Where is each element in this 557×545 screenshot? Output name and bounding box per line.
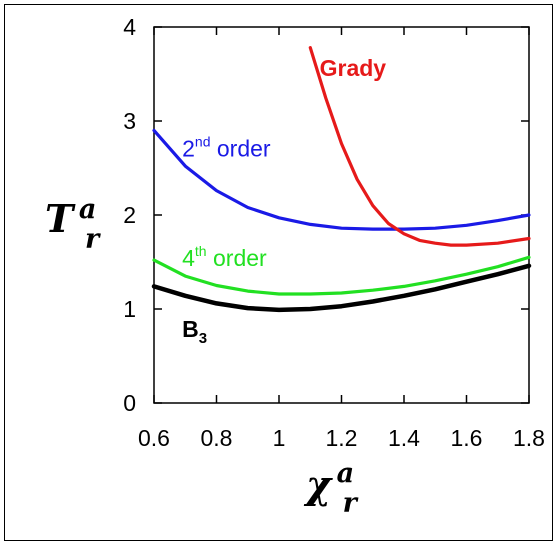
x-tick-label: 0.6 [138,425,170,451]
x-tick-label: 1.8 [513,425,545,451]
y-axis-label-sub: r [85,224,101,255]
annotation-b3: B3 [182,316,207,347]
x-tick-label: 1 [273,425,286,451]
y-tick-label: 0 [123,390,136,416]
plot-border [153,26,530,404]
series-line-second [152,128,531,231]
x-axis-label-base: χ [303,462,333,507]
x-tick-label: 1.4 [388,425,420,451]
axes: 0 1 2 3 4 0.6 0.8 1 1.2 1.4 1.6 1.8 [123,14,545,451]
x-tick-label: 1.6 [451,425,483,451]
annotation-second-rest: order [211,136,271,162]
y-tick-label: 4 [123,14,136,40]
figure-frame [4,4,553,541]
annotation-b3-sub: 3 [199,330,207,347]
annotation-second-base: 2 [182,136,195,162]
series-layer [151,46,532,313]
x-axis-label-sub: r [343,488,359,519]
annotation-second-sup: nd [195,134,211,150]
y-axis-label: T a r [45,194,102,255]
y-axis-label-base: T [45,196,76,241]
x-tick-label: 0.8 [201,425,233,451]
x-tick-label: 1.2 [326,425,358,451]
y-axis-label-sup: a [79,194,97,225]
y-tick-label: 1 [123,296,136,322]
series-line-b3 [151,263,532,313]
annotation-fourth-rest: order [207,245,267,271]
annotation-fourth: 4th order [182,243,267,271]
y-tick-label: 2 [123,202,136,228]
annotation-fourth-base: 4 [182,245,195,271]
annotation-fourth-sup: th [195,243,207,259]
annotation-b3-base: B [182,316,199,342]
x-axis-label-sup: a [337,458,355,489]
annotation-grady-base: Grady [320,55,387,81]
annotation-grady: Grady [320,55,387,81]
annotation-second: 2nd order [182,134,271,162]
plot-area [153,26,530,404]
y-tick-label: 3 [123,108,136,134]
x-axis-label: χ a r [303,458,360,519]
